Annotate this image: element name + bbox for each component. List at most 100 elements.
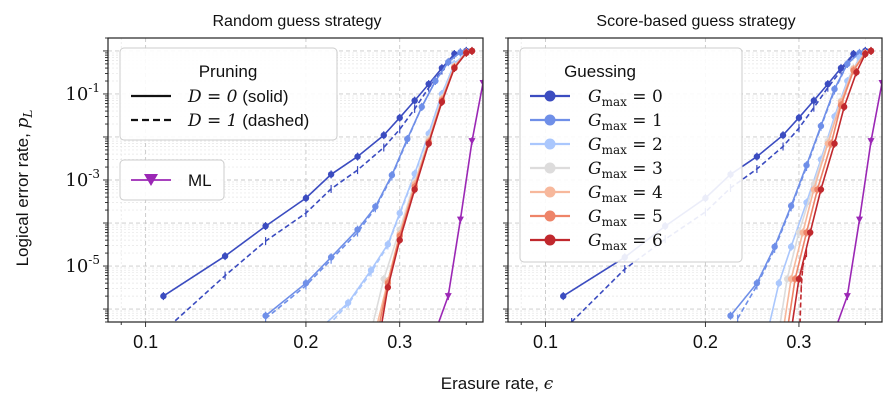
data-point <box>817 186 825 193</box>
x-tick-label: 0.1 <box>533 332 558 352</box>
data-point <box>354 153 361 160</box>
data-point <box>843 293 851 300</box>
data-point <box>807 229 814 236</box>
legend-guess-entry: Gmax = 6 <box>588 231 663 253</box>
legend-guessing-title: Guessing <box>564 62 636 81</box>
series-line <box>837 82 882 322</box>
data-point <box>468 47 476 55</box>
data-point <box>765 328 771 334</box>
legend-guess-entry: Gmax = 3 <box>588 159 663 181</box>
data-point <box>372 328 378 334</box>
legend-guess-entry: Gmax = 0 <box>588 87 663 109</box>
x-axis-label: Erasure rate, ϵ <box>441 374 554 394</box>
legends: Pruning D = 0 (solid) D = 1 (dashed) ML Gues… <box>119 47 743 263</box>
data-point <box>855 216 863 224</box>
data-point <box>468 138 476 145</box>
x-tick-label: 0.2 <box>293 332 318 352</box>
data-point <box>775 279 783 287</box>
panel-right-title: Score-based guess strategy <box>596 13 795 30</box>
legend-guess-marker <box>544 234 556 246</box>
data-point <box>396 114 403 121</box>
data-point <box>384 284 392 291</box>
data-point <box>396 236 403 244</box>
series-line <box>799 252 808 322</box>
data-point <box>867 47 875 55</box>
x-tick-label: 0.2 <box>693 332 718 352</box>
data-point <box>779 132 787 139</box>
data-point <box>411 97 418 104</box>
y-axis-label: Logical error rate, pL <box>13 110 35 267</box>
series-line <box>265 50 473 320</box>
legend-ml-marker <box>144 174 158 186</box>
data-point <box>432 329 439 336</box>
legend-guess-entry: Gmax = 2 <box>588 135 663 157</box>
axes-frame <box>507 37 883 323</box>
data-point <box>853 69 860 76</box>
data-point <box>831 140 838 147</box>
legend-pruning <box>119 47 338 141</box>
y-tick-label: 10-3 <box>65 167 100 191</box>
legend-guess-marker <box>544 90 556 102</box>
legend-guess-marker <box>544 186 556 198</box>
data-point <box>840 103 848 111</box>
legend-ml <box>119 159 225 201</box>
axes-frame <box>107 37 484 323</box>
data-point <box>831 329 838 336</box>
data-point <box>377 328 383 334</box>
series-line <box>437 82 483 322</box>
data-point <box>160 292 167 300</box>
data-point <box>380 132 387 139</box>
x-tick-label: 0.3 <box>387 332 412 352</box>
legend-guess-marker <box>544 114 556 126</box>
data-point <box>727 312 734 319</box>
y-tick-label: 10-1 <box>65 81 100 105</box>
series-line <box>787 50 872 322</box>
legend-pruning-title: Pruning <box>199 62 258 81</box>
data-point <box>862 50 869 58</box>
x-tick-label: 0.3 <box>786 332 811 352</box>
y-tick-label: 10-5 <box>65 253 100 277</box>
series-line <box>736 50 872 320</box>
legend-ml-label: ML <box>188 171 212 190</box>
data-point <box>425 140 432 147</box>
legend-pruning-entry: D = 0 (solid) <box>187 87 289 107</box>
legend-guess-marker <box>544 162 556 174</box>
data-point <box>776 328 782 334</box>
series-line <box>791 50 872 322</box>
data-point <box>787 243 795 250</box>
data-point <box>302 194 310 202</box>
data-point <box>795 275 803 283</box>
legend-guessing <box>519 47 743 263</box>
series-line <box>381 50 473 322</box>
data-point <box>795 114 803 121</box>
legend-guess-entry: Gmax = 1 <box>588 111 663 133</box>
data-point <box>479 79 483 87</box>
data-point <box>221 252 229 260</box>
legend-guess-marker <box>544 138 556 150</box>
panel-left-title: Random guess strategy <box>213 13 382 30</box>
data-point <box>780 328 786 334</box>
data-point <box>810 97 818 104</box>
data-point <box>327 171 335 178</box>
data-point <box>375 328 381 334</box>
legend-pruning-entry: D = 1 (dashed) <box>187 111 309 131</box>
x-tick-label: 0.1 <box>133 332 158 352</box>
panel-left: Random guess strategy 0.1 0.2 0.3 10-5 10-3 1… <box>65 13 484 352</box>
series-left <box>160 46 483 336</box>
data-point <box>451 64 458 72</box>
legend-guess-marker <box>544 210 556 222</box>
data-point <box>560 292 567 300</box>
plot-area-left: 0.1 0.2 0.3 10-5 10-3 10-1 <box>65 37 484 352</box>
legend-guess-entry: Gmax = 4 <box>588 183 663 205</box>
data-point <box>753 153 761 160</box>
data-point <box>444 293 452 300</box>
data-point <box>878 79 882 87</box>
legend-guess-entry: Gmax = 5 <box>588 207 663 229</box>
data-point <box>456 216 464 224</box>
data-point <box>262 222 269 230</box>
data-point <box>411 186 418 193</box>
data-point <box>463 49 470 57</box>
data-point <box>867 138 875 145</box>
series-line <box>729 50 872 317</box>
